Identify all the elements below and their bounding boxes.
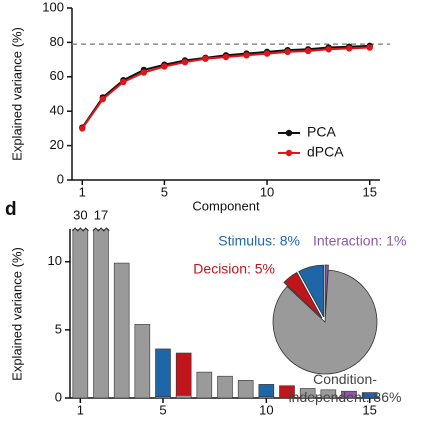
bar-segment: [341, 390, 357, 399]
bar-segment: [134, 324, 151, 399]
pie-slice: [272, 269, 378, 375]
x-tick-label: 1: [79, 184, 86, 199]
x-tick-label: 15: [362, 402, 376, 417]
bar-segment: [361, 392, 378, 399]
pie-chart: Interaction: 1% Condition-independent: 86…: [193, 233, 406, 405]
x-tick-label: 15: [362, 184, 376, 199]
legend-marker: [285, 129, 293, 137]
y-tick-label: 10: [48, 253, 62, 268]
x-axis-label: Component: [192, 198, 260, 213]
y-tick-label: 60: [50, 68, 64, 83]
y-tick-label: 0: [57, 171, 64, 186]
bar-segment: [299, 388, 316, 399]
point: [181, 58, 189, 66]
bar-segment: [320, 389, 337, 399]
y-tick-label: 5: [55, 321, 62, 336]
pie-label: Interaction: 1%: [313, 233, 406, 249]
y-tick-label: 80: [50, 34, 64, 49]
bar-segment: [217, 375, 233, 399]
legend-marker: [285, 149, 293, 157]
x-tick-label: 5: [161, 184, 168, 199]
bar-segment: [93, 229, 109, 399]
y-tick-label: 40: [50, 103, 64, 118]
pie-slice: [298, 264, 325, 318]
point: [346, 45, 353, 52]
y-axis-label: Explained variance (%): [9, 247, 24, 381]
point: [243, 52, 250, 59]
bar-segment: [175, 352, 192, 396]
break-mark: [71, 227, 89, 232]
pie-label: Decision: 5%: [193, 261, 275, 277]
point: [202, 55, 209, 62]
point: [304, 47, 312, 55]
point: [325, 46, 332, 53]
bar-segment: [155, 348, 171, 397]
x-tick-label: 10: [260, 184, 274, 199]
legend-label: dPCA: [307, 144, 344, 160]
bar-segment: [258, 384, 275, 397]
point: [79, 125, 86, 132]
point: [140, 69, 148, 76]
legend-label: PCA: [307, 124, 336, 140]
break-mark: [92, 227, 110, 232]
point: [99, 95, 107, 103]
point: [284, 48, 291, 56]
bar-segment: [72, 229, 89, 399]
bar-value-label: 17: [94, 207, 108, 222]
bars: [72, 229, 378, 399]
pie-label: Condition-independent: 86%: [289, 371, 402, 405]
bar-value-label: 30: [73, 207, 87, 222]
x-tick-label: 10: [259, 402, 273, 417]
panel-label: d: [5, 199, 17, 220]
point: [366, 44, 373, 51]
point: [161, 63, 168, 70]
bar-segment: [175, 394, 192, 399]
x-tick-label: 5: [159, 402, 166, 417]
y-tick-label: 100: [42, 0, 64, 14]
y-tick-label: 20: [50, 137, 64, 152]
pie-label: Stimulus: 8%: [218, 233, 300, 249]
point: [222, 53, 230, 61]
point: [120, 78, 127, 86]
x-tick-label: 1: [77, 402, 84, 417]
pie-slice: [283, 271, 323, 319]
y-tick-label: 0: [55, 389, 62, 404]
bar-segment: [279, 385, 295, 399]
point: [263, 50, 271, 57]
bar-segment: [237, 379, 254, 399]
bar-segment: [113, 262, 130, 399]
y-axis-label: Explained variance (%): [9, 27, 24, 161]
bar-segment: [196, 371, 213, 399]
